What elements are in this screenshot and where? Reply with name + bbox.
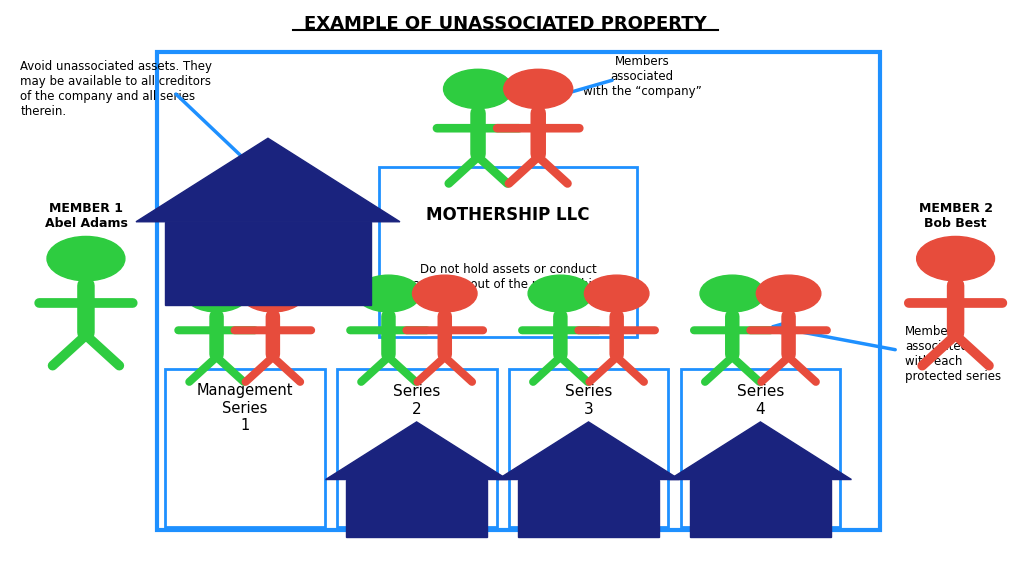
FancyArrowPatch shape (590, 359, 614, 382)
Circle shape (241, 275, 305, 312)
Circle shape (504, 69, 572, 108)
Polygon shape (326, 422, 508, 479)
Circle shape (413, 275, 477, 312)
FancyBboxPatch shape (689, 479, 831, 537)
FancyBboxPatch shape (681, 369, 841, 527)
FancyArrowPatch shape (734, 359, 760, 382)
Text: Series
3: Series 3 (565, 384, 612, 416)
Polygon shape (670, 422, 851, 479)
FancyBboxPatch shape (379, 167, 637, 337)
FancyArrowPatch shape (361, 359, 386, 382)
Text: Series
2: Series 2 (393, 384, 440, 416)
FancyArrowPatch shape (446, 359, 472, 382)
FancyArrowPatch shape (390, 359, 416, 382)
FancyArrowPatch shape (705, 359, 730, 382)
Text: MEMBER 1
Abel Adams: MEMBER 1 Abel Adams (44, 202, 127, 230)
Text: MEMBER 2
Bob Best: MEMBER 2 Bob Best (919, 202, 992, 230)
FancyArrowPatch shape (761, 359, 786, 382)
FancyBboxPatch shape (509, 369, 669, 527)
FancyArrowPatch shape (189, 359, 214, 382)
Text: Management
Series
1: Management Series 1 (197, 384, 293, 433)
Text: Avoid unassociated assets. They
may be available to all creditors
of the company: Avoid unassociated assets. They may be a… (20, 60, 212, 119)
FancyBboxPatch shape (518, 479, 659, 537)
FancyArrowPatch shape (480, 158, 507, 184)
FancyArrowPatch shape (791, 359, 816, 382)
FancyBboxPatch shape (165, 222, 371, 305)
Circle shape (585, 275, 649, 312)
Text: EXAMPLE OF UNASSOCIATED PROPERTY: EXAMPLE OF UNASSOCIATED PROPERTY (304, 15, 707, 33)
Circle shape (47, 236, 125, 281)
FancyArrowPatch shape (618, 359, 644, 382)
Text: Members
associated
with each
protected series: Members associated with each protected s… (905, 325, 1001, 383)
FancyArrowPatch shape (449, 158, 476, 184)
Text: Members
associated
with the “company”: Members associated with the “company” (583, 55, 701, 98)
FancyBboxPatch shape (157, 52, 880, 530)
FancyArrowPatch shape (218, 359, 244, 382)
Text: MOTHERSHIP LLC: MOTHERSHIP LLC (426, 206, 590, 223)
FancyArrowPatch shape (274, 359, 300, 382)
FancyArrowPatch shape (957, 337, 989, 366)
FancyArrowPatch shape (52, 337, 84, 366)
Circle shape (757, 275, 821, 312)
FancyArrowPatch shape (88, 337, 119, 366)
Text: Do not hold assets or conduct
activities out of the mothership.: Do not hold assets or conduct activities… (413, 263, 603, 291)
Circle shape (443, 69, 513, 108)
FancyBboxPatch shape (346, 479, 487, 537)
Circle shape (700, 275, 765, 312)
FancyArrowPatch shape (509, 158, 537, 184)
Circle shape (528, 275, 593, 312)
FancyArrowPatch shape (562, 359, 588, 382)
FancyArrowPatch shape (534, 359, 558, 382)
Circle shape (916, 236, 994, 281)
Polygon shape (498, 422, 680, 479)
FancyArrowPatch shape (541, 158, 567, 184)
FancyBboxPatch shape (165, 369, 325, 527)
Text: Series
4: Series 4 (736, 384, 784, 416)
Circle shape (184, 275, 249, 312)
FancyArrowPatch shape (246, 359, 270, 382)
FancyArrowPatch shape (923, 337, 953, 366)
Circle shape (356, 275, 421, 312)
FancyBboxPatch shape (337, 369, 497, 527)
Polygon shape (136, 138, 400, 222)
FancyArrowPatch shape (418, 359, 442, 382)
